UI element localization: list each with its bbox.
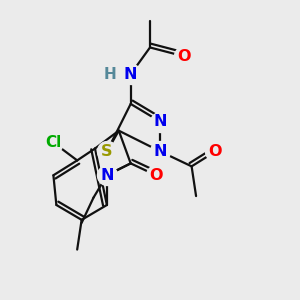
Text: N: N (154, 114, 167, 129)
Text: O: O (177, 49, 191, 64)
Text: N: N (124, 67, 137, 82)
Text: N: N (100, 168, 114, 183)
Text: N: N (154, 144, 167, 159)
Text: Cl: Cl (45, 135, 62, 150)
Text: O: O (149, 168, 163, 183)
Text: S: S (101, 144, 113, 159)
Text: H: H (103, 67, 116, 82)
Text: O: O (208, 144, 222, 159)
